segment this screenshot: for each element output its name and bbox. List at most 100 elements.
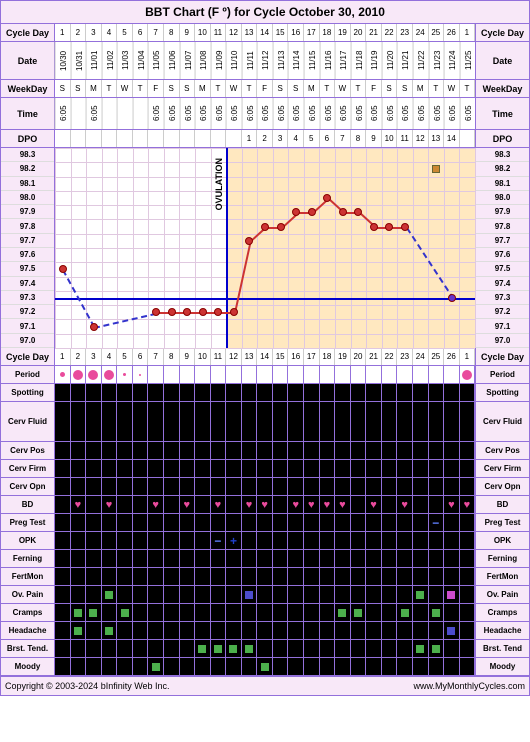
symptom-cell (102, 366, 118, 383)
cell: 6:05 (320, 98, 336, 129)
cell (195, 130, 211, 147)
symptom-cell (335, 514, 351, 531)
temp-scale-label: 98.0 (476, 191, 529, 205)
symptom-row: Cerv Pos Cerv Pos (1, 442, 529, 460)
brst-marker (432, 645, 440, 653)
cell: 6:05 (460, 98, 476, 129)
symptom-cell (164, 366, 180, 383)
symptom-cell (148, 478, 164, 495)
symptom-cell (117, 496, 133, 513)
cell: 6:05 (304, 98, 320, 129)
row-label: Ferning (475, 550, 529, 567)
cell: 6:05 (382, 98, 398, 129)
symptom-cell (320, 550, 336, 567)
symptom-cell (148, 460, 164, 477)
cell (133, 130, 149, 147)
symptom-cell (304, 658, 320, 675)
symptom-cell (86, 442, 102, 459)
temp-point (354, 208, 362, 216)
cell: 6:05 (273, 98, 289, 129)
temp-point (214, 308, 222, 316)
symptom-cell (429, 402, 445, 441)
symptom-cell (257, 460, 273, 477)
symptom-cell (335, 604, 351, 621)
cell: T (460, 80, 476, 97)
ov-pain-marker (105, 591, 113, 599)
symptom-cell (335, 478, 351, 495)
temp-scale-label: 97.7 (476, 234, 529, 248)
symptom-cell: ♥ (366, 496, 382, 513)
symptom-cell (382, 366, 398, 383)
symptom-row: FertMon FertMon (1, 568, 529, 586)
symptom-cell (211, 604, 227, 621)
symptom-cell (304, 586, 320, 603)
cell: M (86, 80, 102, 97)
cell: 3 (86, 348, 102, 365)
symptom-cell (382, 442, 398, 459)
symptom-cell (429, 384, 445, 401)
cell: T (102, 80, 118, 97)
symptom-cell (148, 442, 164, 459)
symptom-cell (288, 550, 304, 567)
symptom-cell (55, 658, 71, 675)
symptom-cell (211, 460, 227, 477)
cell: 3 (86, 24, 102, 41)
header-row: WeekDay SSMTWTFSSMTWTFSSMTWTFSSMTWT Week… (1, 80, 529, 98)
symptom-cell (133, 586, 149, 603)
period-dot (123, 373, 126, 376)
symptom-cell (71, 586, 87, 603)
symptom-cell (71, 478, 87, 495)
ovulation-label: OVULATION (214, 158, 224, 210)
heart-icon: ♥ (106, 499, 113, 511)
symptom-cell (55, 640, 71, 657)
symptom-cell: − (429, 514, 445, 531)
cell: 11/04 (133, 42, 149, 79)
row-label: Cerv Pos (1, 442, 55, 459)
cell: 12 (413, 130, 429, 147)
symptom-cell (148, 622, 164, 639)
cell: 10 (195, 348, 211, 365)
symptom-cell (117, 568, 133, 585)
symptom-cell (257, 442, 273, 459)
symptom-row: OPK −+ OPK (1, 532, 529, 550)
symptom-cell (117, 532, 133, 549)
symptom-cell (148, 366, 164, 383)
temp-scale-label: 98.2 (1, 162, 54, 176)
symptom-cell (86, 568, 102, 585)
cell: 4 (102, 24, 118, 41)
symptom-cell (320, 366, 336, 383)
symptom-cell (335, 402, 351, 441)
cell: 6:05 (180, 98, 196, 129)
symptom-cell (133, 532, 149, 549)
temp-scale-label: 98.3 (476, 148, 529, 162)
temp-point (152, 308, 160, 316)
symptom-cell (382, 514, 398, 531)
symptom-cell: Watery (242, 402, 258, 441)
cell: 6:05 (226, 98, 242, 129)
temp-scale-label: 97.8 (1, 219, 54, 233)
symptom-cell (242, 384, 258, 401)
symptom-cell (273, 658, 289, 675)
temp-scale-label: 97.9 (476, 205, 529, 219)
temp-point (277, 223, 285, 231)
symptom-cell (180, 514, 196, 531)
symptom-cell (71, 622, 87, 639)
cell: 11/15 (304, 42, 320, 79)
symptom-cell (413, 550, 429, 567)
symptom-cell (413, 568, 429, 585)
symptom-cell (320, 442, 336, 459)
symptom-cell (226, 622, 242, 639)
header-row: Cycle Day 123456789101112131415161718192… (1, 348, 529, 366)
temp-scale-label: 97.9 (1, 205, 54, 219)
symptom-cell (242, 640, 258, 657)
cell (71, 98, 87, 129)
cell: 6:05 (86, 98, 102, 129)
symptom-cell (195, 384, 211, 401)
temp-point (245, 237, 253, 245)
symptom-cell (148, 402, 164, 441)
symptom-cell (382, 604, 398, 621)
symptom-cell (397, 532, 413, 549)
symptom-cell (133, 568, 149, 585)
symptom-cell: ♥ (444, 496, 460, 513)
row-label: Cerv Opn (1, 478, 55, 495)
